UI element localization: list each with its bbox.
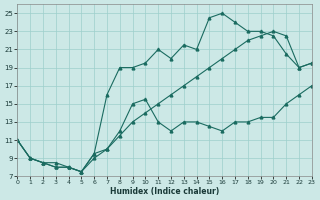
X-axis label: Humidex (Indice chaleur): Humidex (Indice chaleur) <box>110 187 219 196</box>
